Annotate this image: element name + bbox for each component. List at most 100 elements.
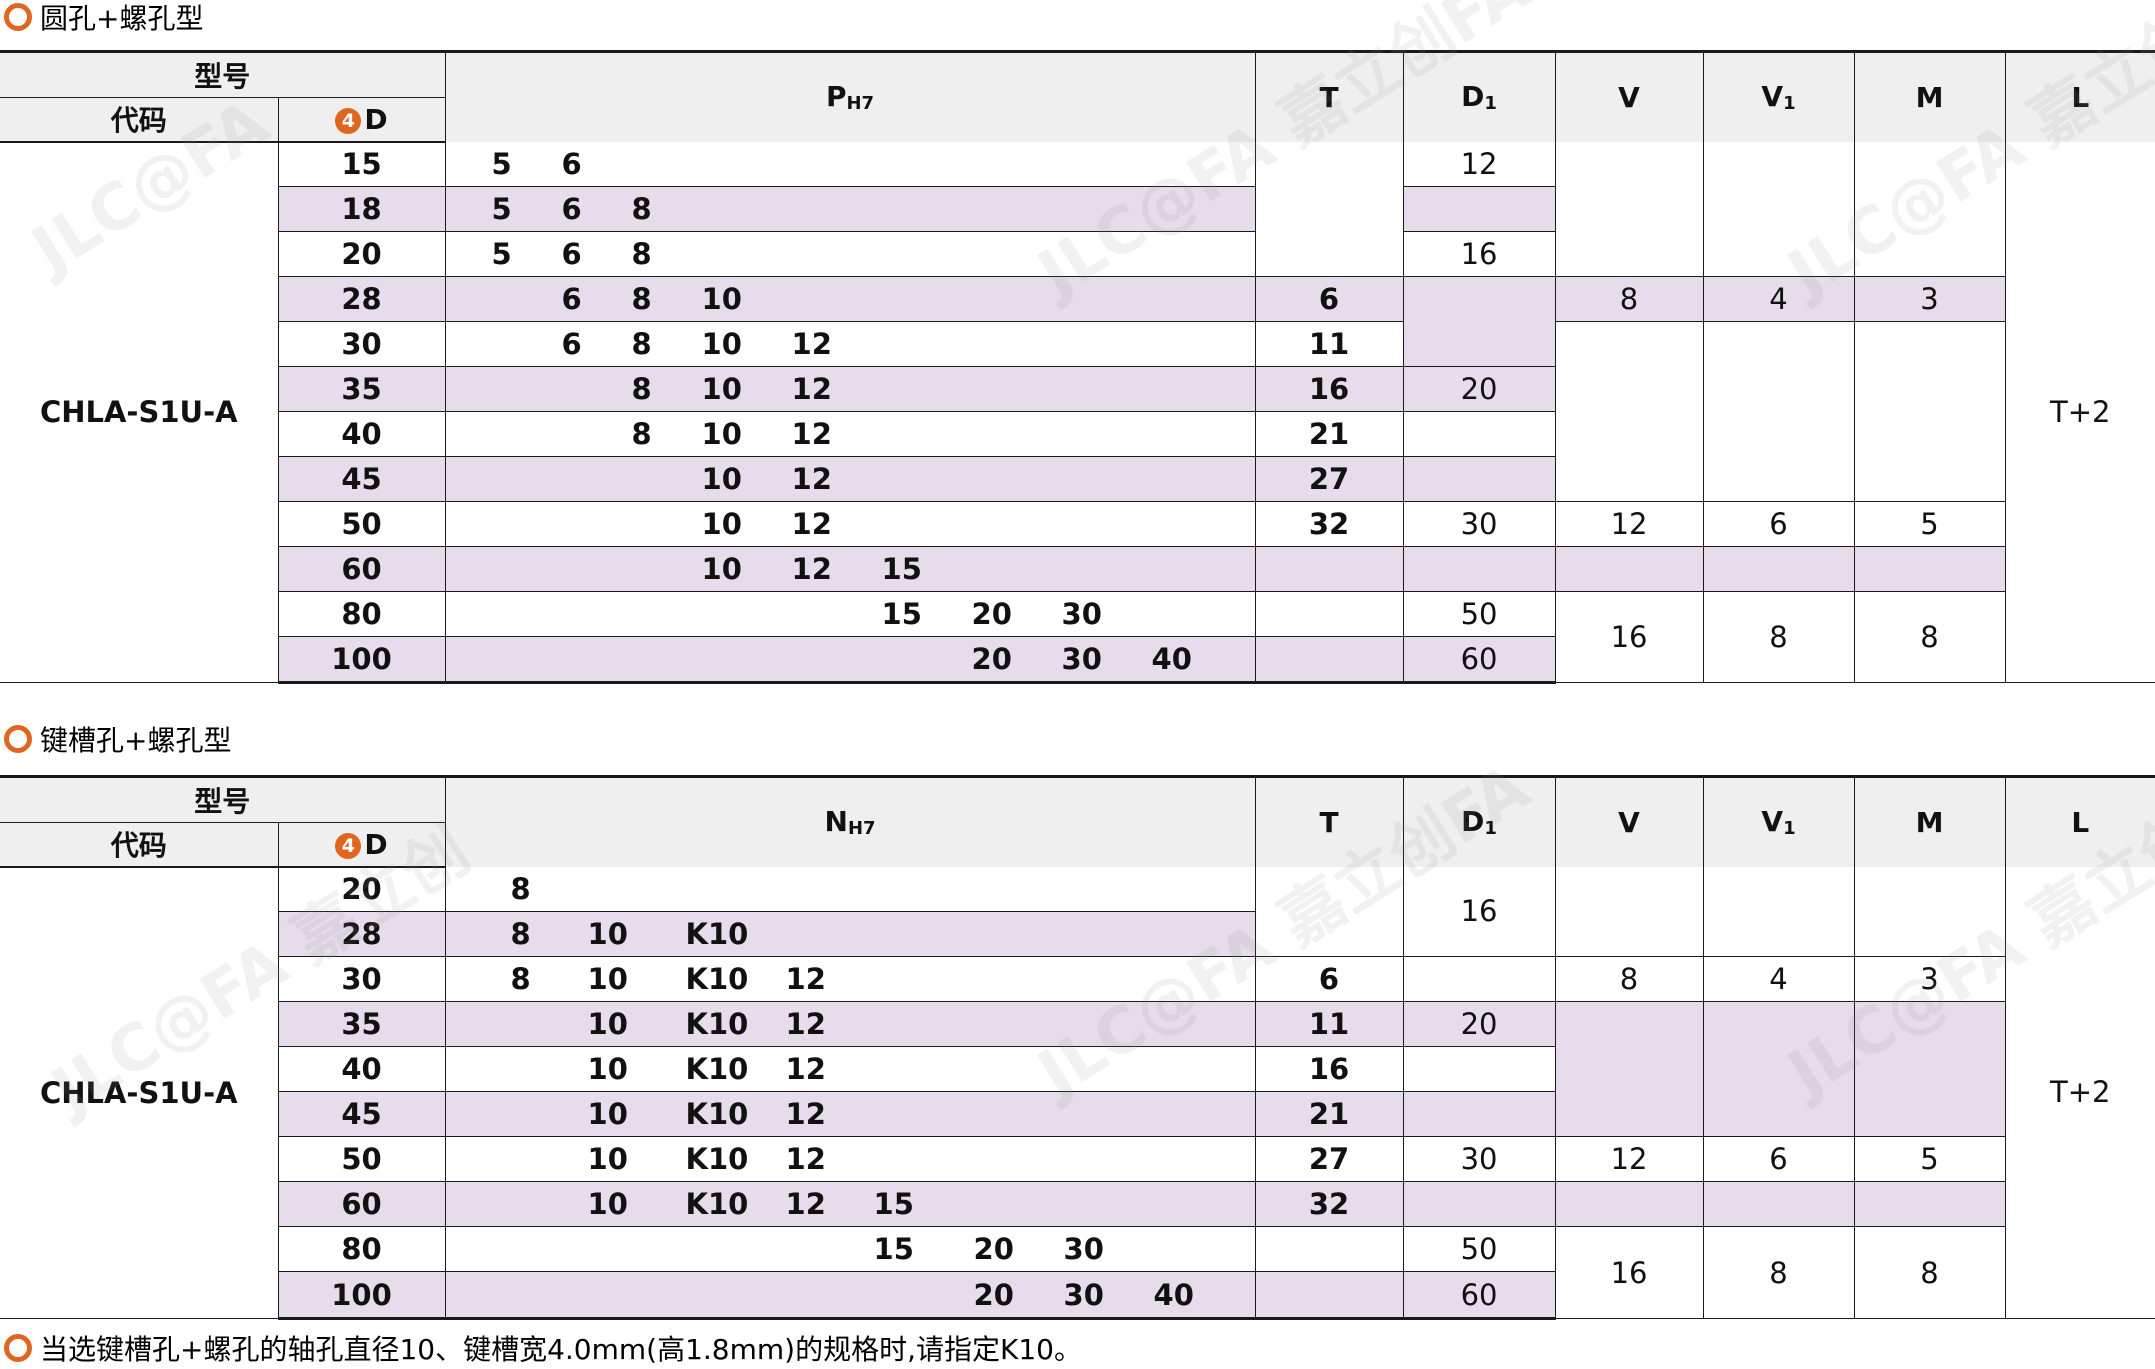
header-v: V	[1554, 775, 1704, 867]
header-d1-main: D	[1461, 80, 1485, 114]
hole-size-cell: 5 6 8	[444, 186, 1256, 232]
hole-size-value: 30	[1061, 597, 1102, 631]
header-v1: V1	[1702, 50, 1855, 142]
hole-size-value: 30	[1061, 642, 1102, 676]
d1-value: 30	[1402, 1136, 1556, 1182]
hole-size-value: 6	[561, 146, 582, 181]
d1-value: 60	[1402, 636, 1556, 684]
hole-size-value: 8	[631, 372, 652, 406]
header-n-main: N	[824, 805, 848, 839]
header-v1-sub: 1	[1783, 818, 1796, 840]
table-row: 35 10 K10 12 11 20	[0, 1001, 2155, 1137]
table-row: 35 8 10 12 16 20	[0, 366, 2155, 412]
header-l: L	[2004, 775, 2155, 867]
table-row: 50 10 12 32 30 12 6 5	[0, 501, 2155, 547]
v1-value	[1702, 866, 1855, 957]
hole-size-cell: 8 10 K10	[444, 911, 1256, 957]
v1-value: 4	[1702, 956, 1855, 1002]
hole-size-cell: 8 10 12	[444, 411, 1256, 457]
section1-title-text: 圆孔+螺孔型	[40, 2, 204, 35]
section2-title-text: 键槽孔+螺孔型	[40, 724, 232, 757]
hole-size-value: 10	[587, 962, 628, 996]
hole-size-value: 10	[701, 282, 742, 316]
hole-size-value: 10	[587, 917, 628, 951]
hole-size-cell: 6 8 10	[444, 276, 1256, 322]
section1-title: 圆孔+螺孔型	[0, 0, 204, 35]
hole-size-value: 10	[701, 462, 742, 496]
hole-size-value: 12	[791, 327, 832, 361]
t-value	[1254, 546, 1404, 592]
hole-size-value: 12	[791, 552, 832, 586]
v1-value: 8	[1702, 591, 1855, 683]
t-value: 32	[1254, 1181, 1404, 1227]
d1-value	[1402, 456, 1556, 502]
header-v1-main: V	[1761, 80, 1784, 114]
hole-size-cell: 10 K10 12	[444, 1046, 1256, 1092]
d1-value	[1402, 1046, 1556, 1092]
d1-value: 20	[1402, 1001, 1556, 1047]
table-row: 45 10 12 27	[0, 456, 2155, 502]
number-badge-icon: 4	[335, 107, 362, 134]
hole-size-value: 20	[971, 597, 1012, 631]
v-value	[1554, 1181, 1704, 1227]
hole-size-value: 8	[631, 417, 652, 451]
t-value	[1254, 1271, 1404, 1320]
hole-size-value: 12	[791, 462, 832, 496]
d-value: 28	[278, 276, 446, 322]
table-row: 18 5 6 8	[0, 186, 2155, 232]
hole-size-value: K10	[685, 1007, 749, 1041]
m-value	[1853, 866, 2006, 957]
t-value: 6	[1254, 276, 1404, 322]
hole-size-value: 30	[1063, 1232, 1104, 1266]
header-n-sub: H7	[847, 818, 876, 840]
header-p-sub: H7	[846, 93, 875, 115]
hole-size-value: 12	[791, 507, 832, 541]
hole-size-cell: 5 6 8	[444, 231, 1256, 277]
header-d-text: D	[364, 102, 388, 136]
d-value: 50	[278, 501, 446, 547]
hole-size-value: 12	[785, 1052, 826, 1086]
hole-size-value: K10	[685, 962, 749, 996]
hole-size-cell: 8 10 K10 12	[444, 956, 1256, 1002]
number-badge-icon: 4	[335, 832, 362, 859]
t-value	[1254, 141, 1404, 277]
hole-size-cell: 15 20 30	[444, 1226, 1256, 1272]
hole-size-cell: 10 K10 12	[444, 1001, 1256, 1047]
v-value: 8	[1554, 956, 1704, 1002]
hole-size-value: 10	[587, 1052, 628, 1086]
hole-size-value: 8	[631, 237, 652, 271]
hole-size-cell: 20 30 40	[444, 636, 1256, 684]
header-t: T	[1254, 775, 1404, 867]
hole-size-value: 10	[587, 1007, 628, 1041]
m-value: 5	[1853, 1136, 2006, 1182]
header-t: T	[1254, 50, 1404, 142]
d1-value	[1402, 276, 1556, 367]
table-row: CHLA-S1U-A 15 5 6 12 T+2	[0, 141, 2155, 683]
circle-bullet-icon	[4, 3, 32, 31]
hole-size-value: K10	[685, 1187, 749, 1221]
hole-size-value: 10	[701, 552, 742, 586]
hole-size-value: K10	[685, 917, 749, 951]
v1-value: 4	[1702, 276, 1855, 322]
v-value	[1554, 1001, 1704, 1137]
hole-size-value: 40	[1151, 642, 1192, 676]
table-row: 30 6 8 10 12 11	[0, 321, 2155, 502]
d-value: 45	[278, 456, 446, 502]
header-p-main: P	[825, 80, 847, 114]
t-value: 32	[1254, 501, 1404, 547]
d-value: 15	[277, 141, 446, 187]
d1-value: 50	[1402, 591, 1556, 637]
v1-value	[1702, 141, 1855, 277]
d1-value	[1402, 1091, 1556, 1137]
v-value: 16	[1554, 1226, 1704, 1319]
d1-value: 12	[1402, 141, 1556, 187]
hole-size-value: K10	[685, 1097, 749, 1131]
t-value: 11	[1254, 321, 1404, 367]
t-value: 27	[1254, 1136, 1404, 1182]
hole-size-value: K10	[685, 1142, 749, 1176]
m-value	[1853, 141, 2006, 277]
header-d-text: D	[364, 827, 388, 861]
hole-size-cell: 10 K10 12	[444, 1091, 1256, 1137]
hole-size-value: 20	[973, 1232, 1014, 1266]
